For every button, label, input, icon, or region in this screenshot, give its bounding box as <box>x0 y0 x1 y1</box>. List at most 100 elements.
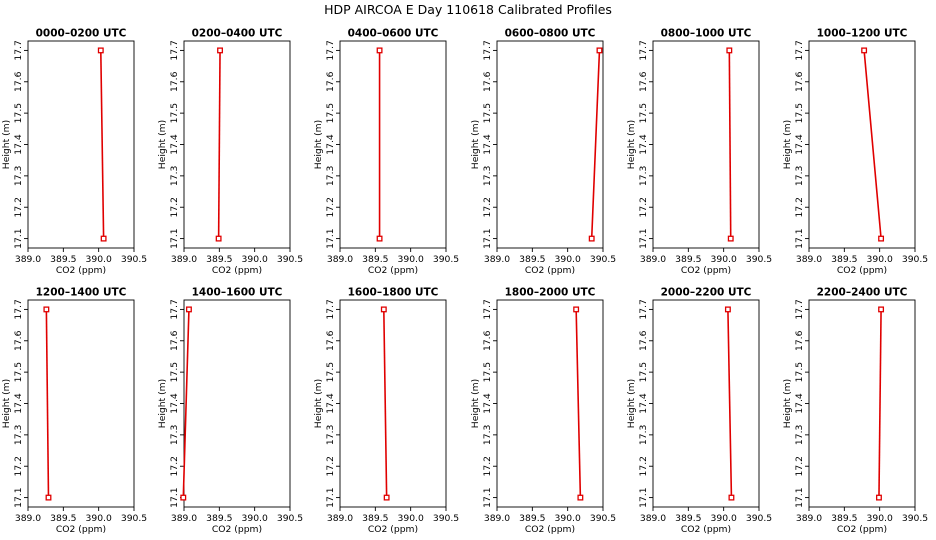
x-tick-label: 390.0 <box>398 513 424 524</box>
plot-frame <box>496 40 604 249</box>
y-axis-label: Height (m) <box>1 120 12 169</box>
x-tick-label: 389.5 <box>675 254 701 265</box>
panel-title: 1200–1400 UTC <box>36 287 127 299</box>
plot-frame <box>652 40 760 249</box>
profile-panel: 0200–0400 UTC 389.0 389.5 390.0 390.5 17.1 17.… <box>157 28 303 277</box>
y-tick-label: 17.2 <box>794 197 805 217</box>
x-tick-label: 389.0 <box>327 254 353 265</box>
co2-profile-line <box>182 309 190 498</box>
y-tick-label: 17.4 <box>13 134 24 155</box>
x-tick-label: 389.5 <box>50 513 76 524</box>
plot-frame <box>183 40 291 249</box>
y-tick-label: 17.6 <box>794 330 805 351</box>
profile-panel: 2000–2200 UTC 389.0 389.5 390.0 390.5 17.1 17.… <box>626 287 772 536</box>
x-tick-label: 390.5 <box>746 254 772 265</box>
y-tick-label: 17.1 <box>13 228 24 248</box>
x-tick-label: 389.0 <box>171 254 197 265</box>
x-tick-label: 390.5 <box>902 254 928 265</box>
co2-profile-line <box>45 309 50 498</box>
co2-profile-line <box>728 50 732 239</box>
y-tick-label: 17.6 <box>13 330 24 351</box>
x-tick-label: 390.0 <box>398 254 424 265</box>
y-tick-label: 17.5 <box>638 103 649 124</box>
profile-panel: 1400–1600 UTC 389.0 389.5 390.0 390.5 17.1 17.… <box>157 287 303 536</box>
data-point <box>376 235 383 242</box>
data-point <box>724 306 731 313</box>
y-tick-label: 17.1 <box>13 487 24 507</box>
data-point <box>727 235 734 242</box>
co2-profile-line <box>727 309 733 498</box>
plot-frame <box>652 299 760 508</box>
x-tick-label: 389.0 <box>640 513 666 524</box>
x-tick-label: 389.0 <box>15 254 41 265</box>
y-tick-label: 17.3 <box>482 424 493 445</box>
y-tick-label: 17.2 <box>482 456 493 476</box>
co2-profile-line <box>878 309 882 498</box>
x-tick-label: 389.5 <box>831 513 857 524</box>
y-tick-label: 17.5 <box>794 362 805 383</box>
panel-title: 0600–0800 UTC <box>505 28 596 40</box>
panel-title: 0000–0200 UTC <box>36 28 127 40</box>
panel-title: 0400–0600 UTC <box>348 28 439 40</box>
y-tick-label: 17.3 <box>794 424 805 445</box>
y-tick-label: 17.2 <box>13 197 24 217</box>
profile-panel: 0600–0800 UTC 389.0 389.5 390.0 390.5 17.1 17.… <box>470 28 616 277</box>
co2-profile-line <box>383 309 388 498</box>
y-axis-label: Height (m) <box>157 379 168 428</box>
co2-profile-line <box>217 50 221 239</box>
y-tick-label: 17.1 <box>482 487 493 507</box>
y-tick-label: 17.6 <box>482 330 493 351</box>
y-tick-label: 17.6 <box>482 71 493 92</box>
y-tick-label: 17.1 <box>325 228 336 248</box>
co2-profile-line <box>863 50 882 239</box>
y-tick-label: 17.4 <box>638 134 649 155</box>
data-point <box>878 306 885 313</box>
y-tick-label: 17.3 <box>169 165 180 186</box>
y-tick-label: 17.7 <box>482 299 493 320</box>
profile-panel: 0800–1000 UTC 389.0 389.5 390.0 390.5 17.1 17.… <box>626 28 772 277</box>
x-tick-label: 389.5 <box>519 513 545 524</box>
y-tick-label: 17.2 <box>638 456 649 476</box>
y-tick-label: 17.4 <box>482 134 493 155</box>
x-tick-label: 390.5 <box>277 513 303 524</box>
data-point <box>596 47 603 54</box>
co2-profile-line <box>575 309 582 498</box>
y-tick-label: 17.4 <box>13 393 24 414</box>
data-point <box>217 47 223 54</box>
panel-title: 1800–2000 UTC <box>505 287 596 299</box>
y-tick-label: 17.5 <box>482 362 493 383</box>
y-tick-label: 17.5 <box>13 362 24 383</box>
y-tick-label: 17.2 <box>325 456 336 476</box>
x-tick-label: 390.5 <box>121 513 147 524</box>
x-tick-label: 390.0 <box>86 254 112 265</box>
y-axis-label: Height (m) <box>782 120 793 169</box>
x-tick-label: 390.5 <box>746 513 772 524</box>
y-tick-label: 17.5 <box>482 103 493 124</box>
y-tick-label: 17.6 <box>638 330 649 351</box>
y-axis-label: Height (m) <box>313 120 324 169</box>
x-tick-label: 390.5 <box>277 254 303 265</box>
x-axis-label: CO2 (ppm) <box>525 265 575 276</box>
y-axis-label: Height (m) <box>470 379 481 428</box>
co2-profile-line <box>590 50 601 239</box>
y-tick-label: 17.6 <box>794 71 805 92</box>
x-axis-label: CO2 (ppm) <box>212 524 262 535</box>
y-tick-label: 17.2 <box>482 197 493 217</box>
plot-frame <box>183 299 291 508</box>
x-tick-label: 390.0 <box>242 254 268 265</box>
x-tick-label: 390.5 <box>433 513 459 524</box>
y-tick-label: 17.5 <box>794 103 805 124</box>
x-axis-label: CO2 (ppm) <box>56 265 106 276</box>
y-tick-label: 17.1 <box>794 487 805 507</box>
y-tick-label: 17.2 <box>638 197 649 217</box>
x-tick-label: 389.0 <box>796 254 822 265</box>
y-tick-label: 17.3 <box>325 165 336 186</box>
plot-frame <box>808 299 916 508</box>
y-tick-label: 17.2 <box>794 456 805 476</box>
y-tick-label: 17.3 <box>13 165 24 186</box>
x-tick-label: 390.0 <box>555 254 581 265</box>
x-axis-label: CO2 (ppm) <box>681 524 731 535</box>
data-point <box>573 306 580 313</box>
y-axis-label: Height (m) <box>157 120 168 169</box>
